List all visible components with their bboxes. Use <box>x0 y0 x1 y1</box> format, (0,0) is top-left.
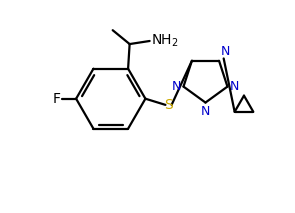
Text: N: N <box>172 80 181 93</box>
Text: N: N <box>221 45 230 58</box>
Text: F: F <box>53 92 61 106</box>
Text: S: S <box>164 98 173 112</box>
Text: N: N <box>230 80 239 93</box>
Text: N: N <box>201 105 210 118</box>
Text: NH$_2$: NH$_2$ <box>151 33 179 49</box>
